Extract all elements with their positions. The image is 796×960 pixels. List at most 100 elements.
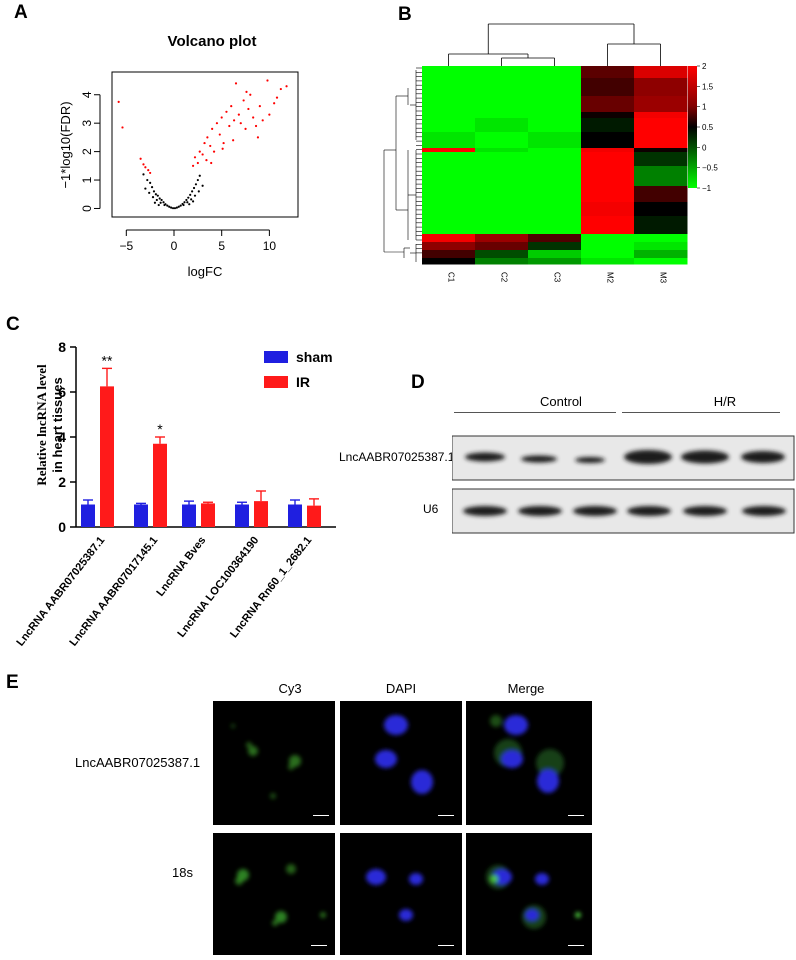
volcano-point xyxy=(162,201,165,204)
heatmap-cells xyxy=(422,66,688,265)
band-lnc-6 xyxy=(741,451,785,463)
heatmap-cell xyxy=(528,112,582,119)
heatmap-cell xyxy=(581,202,635,217)
volcano-point xyxy=(273,102,276,105)
heatmap-cell xyxy=(528,258,582,265)
volcano-frame xyxy=(111,71,299,218)
heatmap-cell xyxy=(422,166,476,187)
bar-chart: Relative lncRNA level in heart tissues 0… xyxy=(14,339,336,649)
panel-label-d: D xyxy=(411,372,425,393)
volcano-point xyxy=(254,124,258,128)
bar-y-tick-label: 6 xyxy=(58,384,66,400)
band-lnc-5 xyxy=(681,450,729,464)
volcano-point xyxy=(154,193,157,196)
volcano-point xyxy=(215,122,219,125)
heatmap-cell xyxy=(634,132,688,149)
volcano-point xyxy=(237,113,240,116)
fish-col-dapi: DAPI xyxy=(385,681,417,696)
volcano-points xyxy=(117,79,288,210)
micrograph-lnc-dapi xyxy=(340,701,462,825)
heatmap-color-legend xyxy=(688,66,697,188)
volcano-point xyxy=(201,184,204,187)
bar-y-tick-label: 2 xyxy=(58,474,66,490)
volcano-x-tick-label: 0 xyxy=(171,239,178,253)
volcano-point xyxy=(244,127,247,130)
volcano-y-tick-label: 4 xyxy=(80,91,94,98)
panel-label-c: C xyxy=(6,314,20,335)
band-lnc-4 xyxy=(624,450,672,464)
heatmap-cell xyxy=(581,166,635,187)
heatmap-cell xyxy=(475,132,529,149)
heatmap-cell xyxy=(528,216,582,235)
volcano-point xyxy=(209,144,212,148)
volcano-point xyxy=(155,198,158,202)
band-lnc-3 xyxy=(575,457,605,463)
band-u6-2 xyxy=(518,506,562,516)
heatmap-cell xyxy=(528,242,582,251)
fish-row-lnc: LncAABR07025387.1 xyxy=(75,755,201,770)
legend-label-sham: sham xyxy=(296,349,333,365)
bar-category-label: LncRNA AABR07025387.1 xyxy=(14,534,107,648)
heatmap-cell xyxy=(422,112,476,119)
heatmap-cell xyxy=(581,78,635,97)
volcano-point xyxy=(218,133,221,136)
heatmap-figure: C1 C2 C3 M2 M3 2 1.5 1 0.5 0 −0.5 −1 xyxy=(383,23,718,284)
volcano-x-tick-label: 5 xyxy=(218,239,225,253)
volcano-point xyxy=(117,100,120,103)
volcano-point xyxy=(189,193,192,196)
heatmap-column-label: C2 xyxy=(500,272,509,283)
heatmap-cell xyxy=(581,216,635,235)
volcano-point xyxy=(232,119,236,122)
volcano-point xyxy=(196,178,199,182)
volcano-point xyxy=(177,205,180,208)
heatmap-cell xyxy=(422,132,476,149)
volcano-point xyxy=(249,93,252,96)
volcano-point xyxy=(152,190,156,193)
heatmap-cell xyxy=(475,112,529,119)
volcano-point xyxy=(156,194,159,197)
heatmap-cell xyxy=(422,258,476,265)
volcano-point xyxy=(261,119,264,122)
volcano-point xyxy=(201,153,204,156)
volcano-point xyxy=(171,207,175,210)
heatmap-cell xyxy=(475,234,529,243)
volcano-point xyxy=(268,113,271,116)
blot-group-control: Control xyxy=(540,394,582,409)
volcano-point xyxy=(191,200,195,203)
bar-significance: ** xyxy=(102,352,113,368)
heatmap-cell xyxy=(581,148,635,153)
fish-col-merge: Merge xyxy=(507,681,545,696)
bar-y-tick-label: 4 xyxy=(58,429,66,445)
heatmap-cell xyxy=(422,242,476,251)
volcano-point xyxy=(191,190,194,193)
blot-strip-lnc xyxy=(452,435,795,481)
volcano-point xyxy=(198,150,201,153)
heatmap-cell xyxy=(581,258,635,265)
heatmap-cell xyxy=(422,152,476,167)
heatmap-cell xyxy=(422,78,476,97)
micrograph-lnc-merge xyxy=(466,701,592,825)
heatmap-cell xyxy=(581,96,635,113)
volcano-point xyxy=(191,164,195,167)
heatmap-cell xyxy=(422,216,476,235)
volcano-point xyxy=(228,124,231,128)
legend-swatch-ir xyxy=(264,376,288,388)
heatmap-cell xyxy=(475,96,529,113)
heatmap-cell xyxy=(634,148,688,153)
blot-panel: Control H/R xyxy=(440,390,796,530)
heatmap-cell xyxy=(475,166,529,187)
bar-y-tick-label: 8 xyxy=(58,339,66,355)
heatmap-cell xyxy=(475,78,529,97)
volcano-point xyxy=(147,168,150,172)
bar-significance: * xyxy=(157,421,163,437)
volcano-point xyxy=(188,203,191,206)
heatmap-cell xyxy=(634,166,688,187)
heatmap-cell xyxy=(475,118,529,133)
volcano-point xyxy=(139,157,142,160)
heatmap-column-label: C3 xyxy=(553,272,562,283)
volcano-point xyxy=(146,178,149,182)
heatmap-cell xyxy=(634,234,688,243)
volcano-point xyxy=(221,147,224,150)
volcano-y-tick-label: 0 xyxy=(80,205,94,212)
